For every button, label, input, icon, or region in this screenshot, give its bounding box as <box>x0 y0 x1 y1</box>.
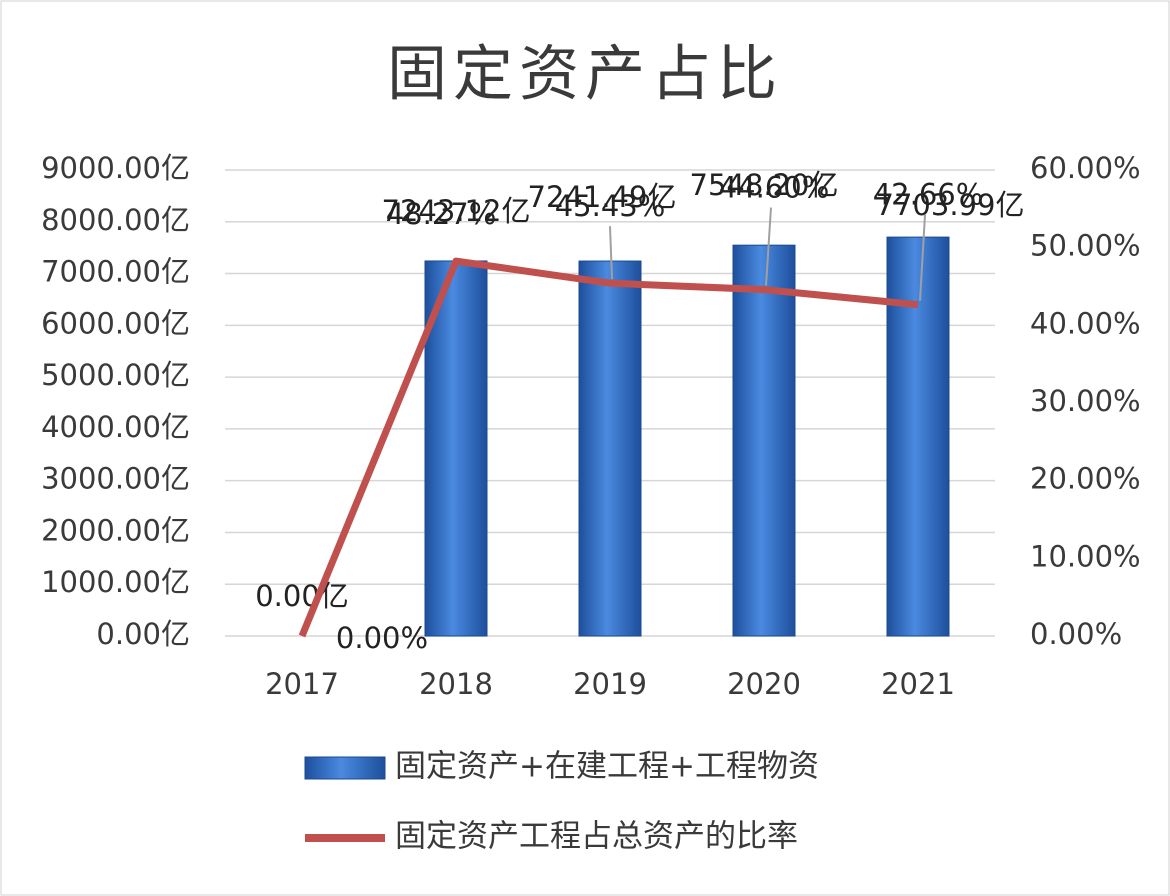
y-tick-label: 9000.00亿 <box>41 151 190 185</box>
x-tick-label: 2019 <box>573 667 647 701</box>
data-label: 42.66% <box>873 178 984 212</box>
y-tick-label: 5000.00亿 <box>41 358 190 392</box>
line <box>298 257 919 638</box>
y-tick-label: 2000.00亿 <box>41 513 190 547</box>
data-label: 48.27% <box>386 197 497 231</box>
chart-title: 固定资产占比 <box>387 40 783 110</box>
data-label: 44.60% <box>719 171 830 205</box>
x-tick-label: 2020 <box>727 667 801 701</box>
bar <box>424 260 488 637</box>
y2-tick-label: 0.00% <box>1030 617 1122 651</box>
x-tick-label: 2018 <box>419 667 493 701</box>
data-label: 7548.20亿 <box>690 168 839 202</box>
y-tick-label: 1000.00亿 <box>41 565 190 599</box>
x-tick-label: 2017 <box>265 667 339 701</box>
bar <box>578 260 642 637</box>
bar <box>886 236 950 637</box>
data-label: 7243.12亿 <box>382 194 531 228</box>
y-tick-label: 8000.00亿 <box>41 203 190 237</box>
y2-tick-label: 30.00% <box>1030 384 1141 418</box>
y-tick-label: 4000.00亿 <box>41 410 190 444</box>
y-tick-label: 7000.00亿 <box>41 255 190 289</box>
y2-tick-label: 60.00% <box>1030 151 1141 185</box>
y2-tick-label: 50.00% <box>1030 229 1141 263</box>
data-label: 0.00亿 <box>255 579 349 613</box>
leader-line <box>765 207 772 286</box>
leader-line <box>919 214 926 301</box>
data-label: 45.43% <box>555 189 666 223</box>
legend-swatch <box>304 756 386 780</box>
data-label: 0.00% <box>336 621 428 655</box>
y-tick-label: 0.00亿 <box>96 617 190 651</box>
y2-tick-label: 10.00% <box>1030 539 1141 573</box>
x-tick-label: 2021 <box>881 667 955 701</box>
leader-line <box>609 226 613 280</box>
y-tick-label: 6000.00亿 <box>41 306 190 340</box>
y2-tick-label: 20.00% <box>1030 462 1141 496</box>
data-label: 7703.99亿 <box>876 188 1025 222</box>
legend-label: 固定资产+在建工程+工程物资 <box>395 749 819 785</box>
bar <box>732 244 796 637</box>
data-label: 7241.49亿 <box>528 180 677 214</box>
y-tick-label: 3000.00亿 <box>41 462 190 496</box>
legend-label: 固定资产工程占总资产的比率 <box>395 819 798 855</box>
y2-tick-label: 40.00% <box>1030 306 1141 340</box>
